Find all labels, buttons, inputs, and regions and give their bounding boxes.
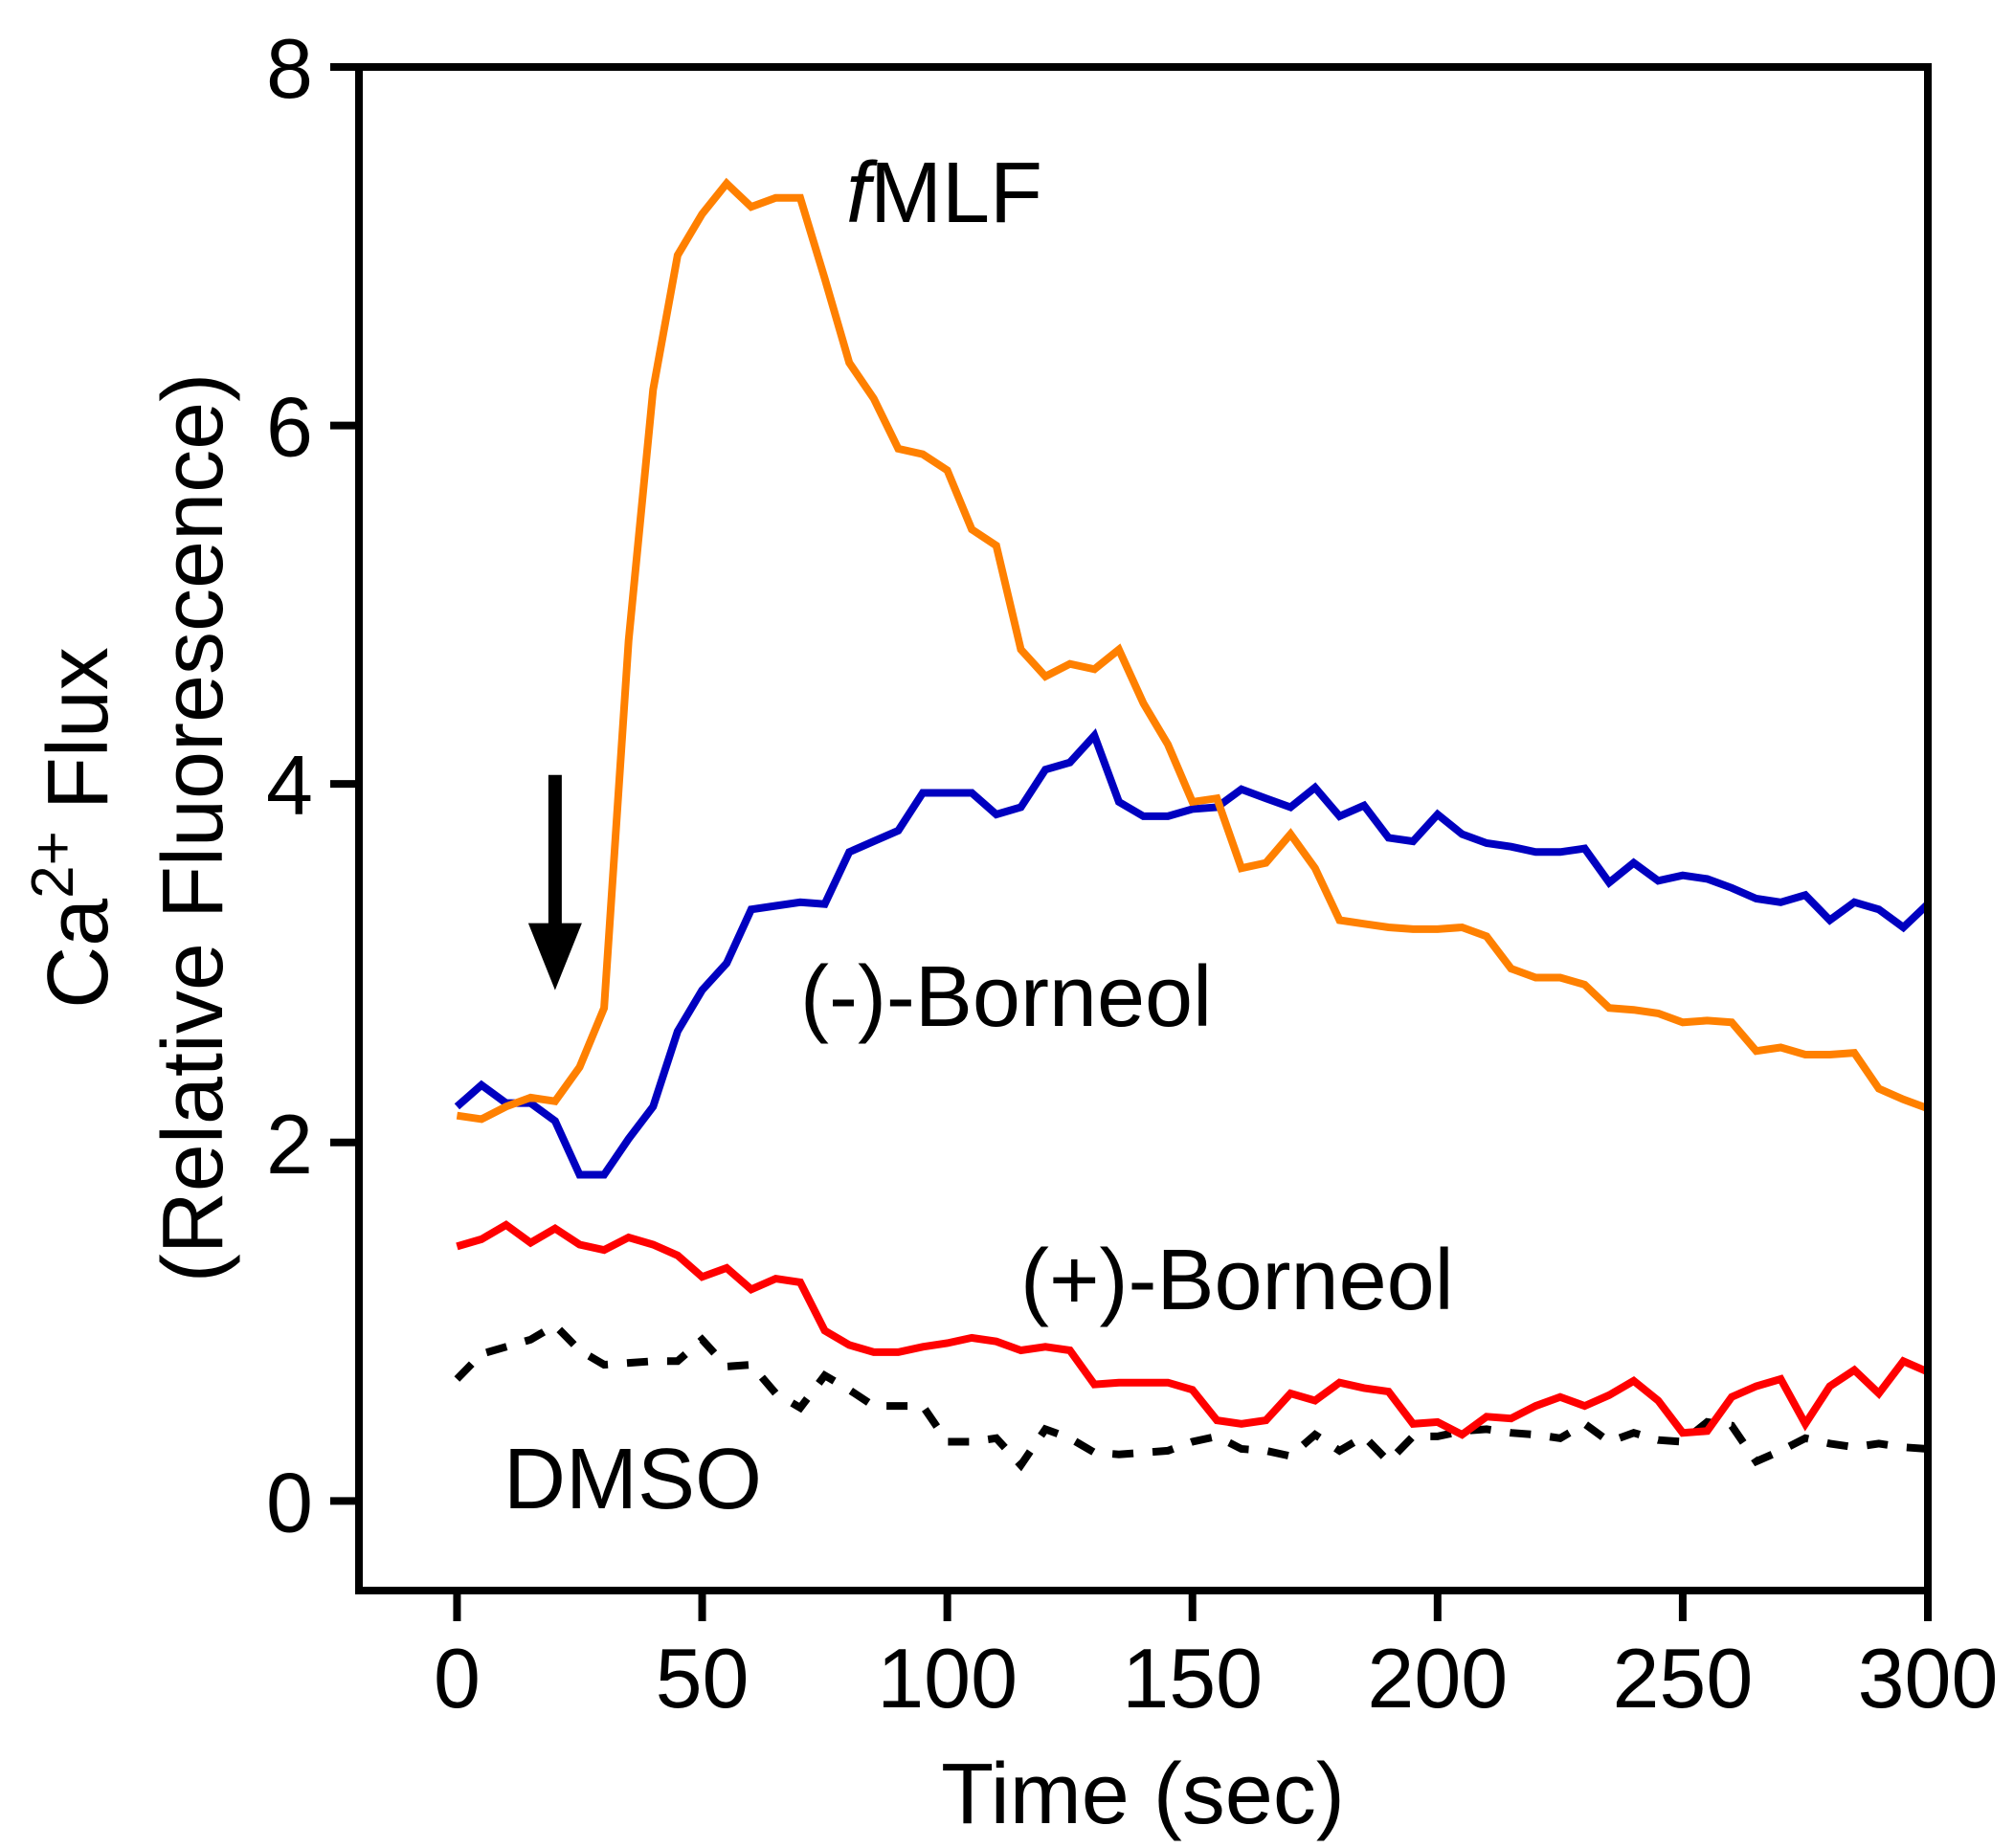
- x-tick-label: 250: [1612, 1631, 1753, 1726]
- series-label-dmso: DMSO: [504, 1432, 762, 1527]
- x-tick-label: 100: [877, 1631, 1018, 1726]
- series-label-fmlf-rest: MLF: [870, 145, 1042, 241]
- y-tick-label: 0: [266, 1455, 313, 1549]
- y-tick-label: 4: [266, 738, 313, 833]
- y-tick-label: 6: [266, 380, 313, 475]
- x-tick-label: 300: [1858, 1631, 1999, 1726]
- series-line-dmso: [454, 1320, 1929, 1472]
- x-tick-label: 0: [434, 1631, 481, 1726]
- plot-frame: [355, 63, 1932, 1594]
- x-tick-label: 200: [1367, 1631, 1508, 1726]
- x-axis-label: Time (sec): [941, 1747, 1345, 1842]
- series-label-fmlf: fMLF: [846, 145, 1042, 241]
- x-tick-label: 50: [656, 1631, 750, 1726]
- series-line-borneol: [454, 728, 1931, 1179]
- y-axis-label-sup: 2+: [20, 831, 86, 899]
- x-tick-label: 150: [1122, 1631, 1263, 1726]
- series-line-borneol: [456, 1220, 1930, 1439]
- y-axis-label-line2: (Relative Fluorescence): [145, 373, 241, 1282]
- y-tick-label: 8: [266, 21, 313, 116]
- y-axis-label-line1: Ca2+ Flux: [20, 647, 126, 1009]
- y-axis-label-flux: Flux: [31, 647, 126, 810]
- series-line-fmlf: [456, 177, 1930, 1124]
- series-label-plus-borneol: (+)-Borneol: [1020, 1233, 1454, 1328]
- series-label-minus-borneol: (-)-Borneol: [800, 949, 1212, 1045]
- stimulus-arrow-head-icon: [527, 923, 582, 991]
- y-tick-label: 2: [266, 1097, 313, 1191]
- y-axis-label-ca: Ca: [31, 898, 126, 1009]
